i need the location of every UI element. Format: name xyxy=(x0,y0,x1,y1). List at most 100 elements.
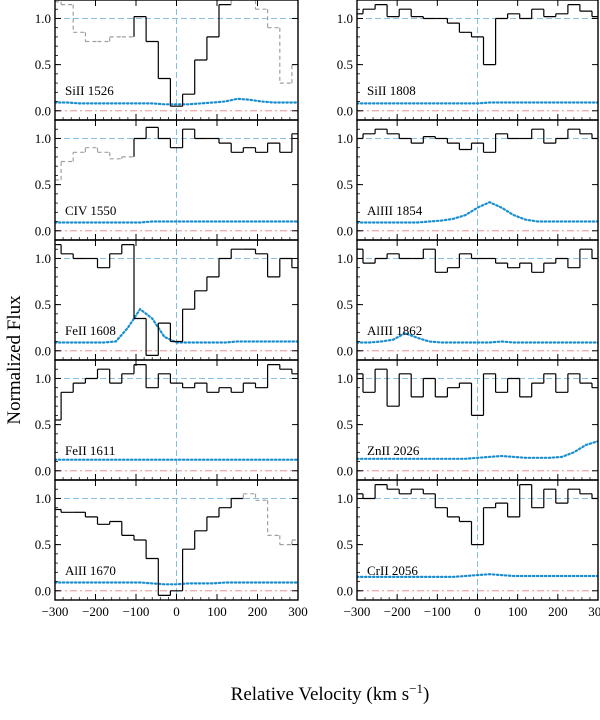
flux-bin xyxy=(121,521,134,536)
flux-bin xyxy=(398,253,412,260)
panel-label-alii-1670: AlII 1670 xyxy=(65,563,116,578)
flux-bin xyxy=(543,129,556,144)
flux-bin xyxy=(230,143,244,153)
flux-bin xyxy=(555,373,568,393)
flux-bin xyxy=(579,373,592,384)
flux-bin xyxy=(410,138,424,144)
flux-bin xyxy=(458,253,472,268)
flux-bin xyxy=(519,378,532,398)
flux-bin xyxy=(543,9,556,18)
y-tick-label: 0.5 xyxy=(337,177,353,192)
flux-bin xyxy=(96,368,110,379)
flux-bin xyxy=(145,540,159,560)
flux-bin xyxy=(591,249,598,260)
error-spectrum xyxy=(357,101,598,105)
x-tick-label: 200 xyxy=(548,604,568,619)
flux-bin xyxy=(60,244,74,255)
flux-bin xyxy=(422,248,436,259)
x-axis-title-main: Relative Velocity (km s xyxy=(231,684,410,705)
flux-bin xyxy=(446,387,460,397)
y-tick-label: 0.0 xyxy=(35,343,51,358)
flux-bin xyxy=(230,497,244,508)
flux-bin xyxy=(458,516,472,523)
flux-bin xyxy=(482,373,496,416)
flux-bin xyxy=(133,535,147,541)
flux-bin xyxy=(157,558,171,596)
panel-plot-area xyxy=(55,120,298,240)
flux-bin xyxy=(531,8,544,19)
flux-bin xyxy=(410,488,424,494)
flux-bin xyxy=(362,493,376,500)
panel-label-feii-1611: FeII 1611 xyxy=(65,443,115,458)
flux-bin xyxy=(434,378,448,398)
x-tick-label: 300 xyxy=(288,604,308,619)
x-axis-title: Relative Velocity (km s−1) xyxy=(231,681,430,705)
flux-bin xyxy=(194,59,207,95)
flux-bin xyxy=(422,16,436,20)
flux-bin xyxy=(96,258,110,269)
flux-bin-masked xyxy=(109,152,122,160)
flux-bin xyxy=(531,382,544,397)
flux-bin xyxy=(218,138,232,144)
y-tick-label: 1.0 xyxy=(35,251,51,266)
y-tick-label: 0.5 xyxy=(35,297,51,312)
flux-bin xyxy=(182,93,195,107)
panel-plot-area xyxy=(357,480,598,600)
flux-bin xyxy=(579,489,592,495)
flux-bin xyxy=(410,9,424,18)
flux-bin xyxy=(591,11,598,18)
error-spectrum xyxy=(357,200,598,224)
flux-bin xyxy=(591,383,598,389)
flux-bin xyxy=(519,13,532,20)
flux-bin xyxy=(279,364,292,370)
flux-bin xyxy=(109,520,122,525)
flux-bin xyxy=(218,3,232,37)
flux-bin xyxy=(362,133,376,139)
flux-bin-masked xyxy=(242,493,256,499)
x-tick-label: 100 xyxy=(207,604,227,619)
flux-bin xyxy=(206,36,219,60)
panel-siii-1526: 0.0 0.5 1.0 SiII 1526 xyxy=(35,0,299,121)
flux-bin xyxy=(374,128,388,134)
flux-bin xyxy=(254,249,268,255)
flux-bin-masked xyxy=(267,9,280,29)
flux-bin xyxy=(72,253,86,260)
y-tick-label: 1.0 xyxy=(337,371,353,386)
flux-bin xyxy=(145,16,159,43)
flux-bin xyxy=(446,507,460,518)
y-tick-label: 1.0 xyxy=(337,131,353,146)
error-spectrum xyxy=(55,97,298,106)
flux-bin xyxy=(206,383,219,393)
y-axis-title: Normalized Flux xyxy=(4,295,25,425)
flux-bin xyxy=(507,263,520,269)
flux-bin xyxy=(121,244,134,254)
flux-bin xyxy=(206,276,219,291)
flux-bin xyxy=(531,484,544,509)
y-tick-label: 1.0 xyxy=(337,491,353,506)
flux-bin-masked xyxy=(72,4,86,33)
y-tick-label: 1.0 xyxy=(337,11,353,26)
y-tick-label: 1.0 xyxy=(35,491,51,506)
flux-bin xyxy=(386,4,400,18)
y-tick-label: 0.0 xyxy=(35,223,51,238)
flux-bin xyxy=(133,137,147,157)
y-tick-label: 0.0 xyxy=(35,463,51,478)
flux-bin xyxy=(109,369,122,384)
flux-bin xyxy=(157,322,171,356)
flux-bin xyxy=(218,507,232,517)
y-tick-label: 0.0 xyxy=(337,583,353,598)
flux-bin xyxy=(182,383,195,389)
flux-bin-masked xyxy=(121,156,134,159)
flux-bin xyxy=(145,318,159,356)
flux-bin xyxy=(470,32,484,38)
flux-bin xyxy=(567,128,580,139)
flux-bin xyxy=(458,23,472,33)
y-tick-label: 0.5 xyxy=(337,297,353,312)
flux-bin xyxy=(470,521,484,546)
x-tick-label: 300 xyxy=(588,604,600,619)
flux-bin-masked xyxy=(279,535,292,546)
flux-bin xyxy=(567,373,580,393)
y-tick-label: 0.5 xyxy=(35,417,51,432)
flux-bin xyxy=(495,373,508,393)
flux-bin xyxy=(133,16,147,37)
